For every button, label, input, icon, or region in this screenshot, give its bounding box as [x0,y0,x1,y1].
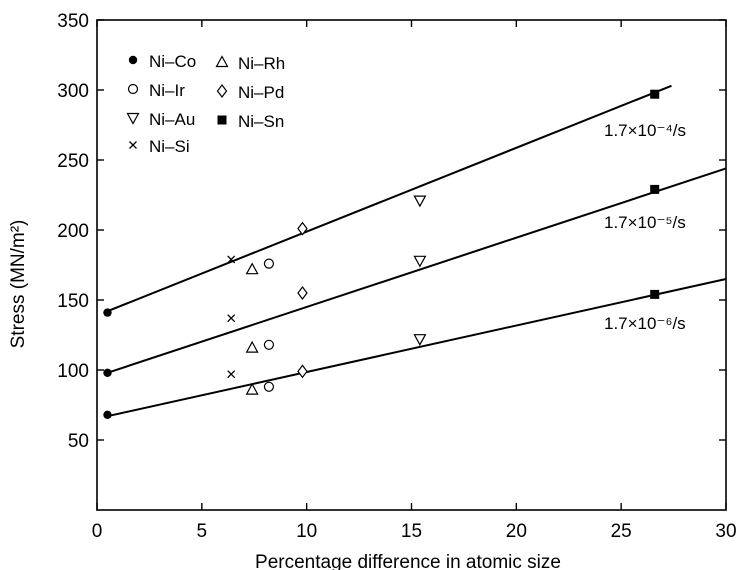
fit-line [107,278,727,418]
data-point [103,368,112,377]
data-point [413,255,427,268]
plot-border [96,19,727,511]
legend-marker [126,112,140,125]
legend-label: Ni–Co [149,52,196,71]
x-tick-label: 15 [401,521,422,542]
y-axis-title: Stress (MN/m²) [8,220,29,349]
fit-line [107,84,672,313]
rate-label: 1.7×10⁻⁵/s [604,213,686,232]
legend-marker [129,141,137,149]
data-point [227,370,236,379]
data-point [413,195,427,208]
data-point [297,221,308,236]
rate-label: 1.7×10⁻⁴/s [604,121,686,140]
data-point [263,381,275,392]
y-tick-label: 200 [57,221,89,242]
rate-labels: 1.7×10⁻⁴/s 1.7×10⁻⁵/s 1.7×10⁻⁶/s [604,121,686,333]
data-point [650,89,660,99]
y-tick-label: 350 [57,11,89,32]
x-tick-label: 10 [296,521,317,542]
x-tick-label: 30 [715,521,736,542]
plot-frame [96,19,727,511]
data-point [650,289,660,299]
y-tick-label: 300 [57,81,89,102]
y-axis-ticks: 50 100 150 200 250 300 350 [57,11,726,452]
rate-label: 1.7×10⁻⁶/s [604,314,686,333]
data-point [413,334,427,346]
data-point [263,258,275,269]
x-tick-label: 0 [92,521,103,542]
legend-label: Ni–Si [149,137,190,156]
x-axis-title: Percentage difference in atomic size [255,552,561,570]
data-point [245,340,259,353]
fit-lines [107,84,727,418]
fit-line [107,167,727,374]
data-point [227,255,236,264]
data-point [103,308,112,317]
data-point [263,339,275,350]
y-tick-label: 100 [57,361,89,382]
x-tick-label: 20 [506,521,527,542]
legend-label: Ni–Pd [238,83,284,102]
legend-label: Ni–Au [149,110,195,129]
data-point [297,286,308,300]
legend-label: Ni–Sn [238,112,284,131]
x-tick-label: 5 [197,521,208,542]
data-point [245,262,259,275]
legend-marker [216,84,228,98]
data-point [297,364,308,379]
legend: Ni–Co Ni–Ir Ni–Au Ni–Si Ni–Rh Ni–Pd Ni–Sn [126,52,285,156]
data-point [103,410,112,419]
data-point [227,314,236,323]
legend-marker [128,55,138,65]
data-points [103,89,660,419]
y-tick-label: 250 [57,151,89,172]
data-point [245,382,259,395]
y-tick-label: 150 [57,291,89,312]
legend-marker [217,115,227,125]
x-axis-ticks: 0 5 10 15 20 25 30 [92,20,737,542]
data-point [650,184,660,194]
legend-marker [215,55,229,68]
legend-marker [127,83,139,95]
legend-label: Ni–Ir [149,81,185,100]
y-tick-label: 50 [68,431,89,452]
x-tick-label: 25 [611,521,632,542]
legend-label: Ni–Rh [238,54,285,73]
